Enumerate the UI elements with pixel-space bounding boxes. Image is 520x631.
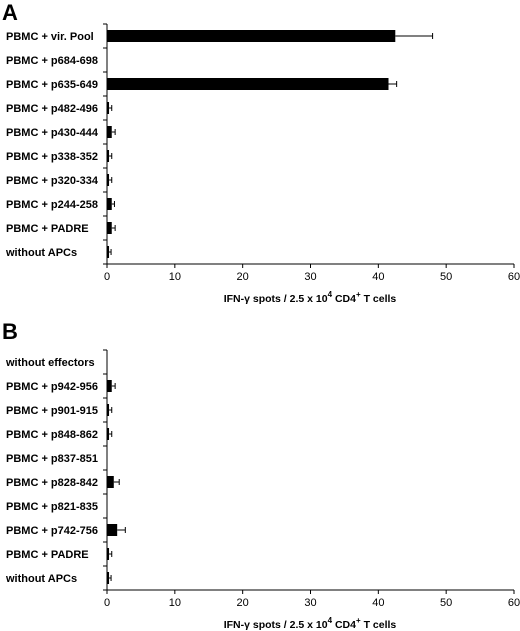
x-axis-label-a-sup: 4	[328, 290, 333, 299]
bar-b	[107, 524, 118, 536]
x-tick-label-a: 40	[372, 271, 384, 283]
x-axis-label-b-mid: CD4	[332, 619, 356, 631]
bar-b	[107, 428, 110, 440]
bar-a	[107, 222, 112, 234]
bar-b	[107, 404, 110, 416]
category-label-a: PBMC + p244-258	[6, 199, 98, 211]
x-axis-label-b: IFN-γ spots / 2.5 x 104 CD4+ T cells	[224, 616, 397, 631]
bar-a	[107, 102, 110, 114]
x-axis-label-a-mid: CD4	[332, 293, 356, 305]
x-tick-label-b: 40	[372, 597, 384, 609]
category-label-a: PBMC + p320-334	[6, 175, 99, 187]
x-tick-label-b: 50	[440, 597, 452, 609]
category-label-b: PBMC + p742-756	[6, 525, 98, 537]
category-label-b: PBMC + p942-956	[6, 381, 98, 393]
panel-label-a: A	[2, 0, 18, 25]
category-label-b: without APCs	[5, 573, 77, 585]
x-tick-label-b: 10	[169, 597, 181, 609]
bar-a	[107, 198, 112, 210]
panel-b: B 0 10 20 30 40 50 60 without effectors PBMC + p…	[2, 319, 520, 631]
category-label-b: PBMC + p848-862	[6, 429, 98, 441]
category-label-b: PBMC + p821-835	[6, 501, 98, 513]
x-axis-label-a-main: IFN-γ spots / 2.5 x 10	[224, 293, 328, 305]
category-label-a: PBMC + vir. Pool	[6, 31, 94, 43]
category-label-b: PBMC + p837-851	[6, 453, 98, 465]
x-axis-label-b-end: T cells	[361, 619, 397, 631]
category-label-a: PBMC + p684-698	[6, 55, 98, 67]
bar-a	[107, 126, 112, 138]
x-tick-label-a: 60	[508, 271, 520, 283]
bar-b	[107, 380, 112, 392]
x-tick-label-b: 60	[508, 597, 520, 609]
panel-label-b: B	[2, 319, 18, 344]
category-label-a: PBMC + p482-496	[6, 103, 98, 115]
category-label-b: PBMC + p901-915	[6, 405, 98, 417]
x-axis-label-b-sup: 4	[328, 616, 333, 625]
category-label-b: without effectors	[5, 357, 95, 369]
x-tick-label-a: 30	[304, 271, 316, 283]
category-label-a: PBMC + PADRE	[6, 223, 89, 235]
bar-b	[107, 476, 114, 488]
category-label-a: PBMC + p338-352	[6, 151, 98, 163]
x-tick-label-a: 0	[104, 271, 110, 283]
bar-a	[107, 174, 110, 186]
bar-a	[107, 78, 389, 90]
bar-b	[107, 548, 110, 560]
x-axis-label-a-sup2: +	[356, 290, 361, 299]
x-axis-label-a: IFN-γ spots / 2.5 x 104 CD4+ T cells	[224, 290, 397, 305]
x-tick-label-a: 20	[237, 271, 249, 283]
bar-a	[107, 246, 110, 258]
panel-a: A 0 10 20 30 40 50 60 PBMC + vir. Pool PBMC + p6…	[2, 0, 520, 305]
x-axis-label-b-main: IFN-γ spots / 2.5 x 10	[224, 619, 328, 631]
category-label-a: without APCs	[5, 247, 77, 259]
category-label-a: PBMC + p635-649	[6, 79, 98, 91]
x-tick-label-b: 20	[237, 597, 249, 609]
bar-b	[107, 572, 110, 584]
bar-a	[107, 30, 396, 42]
category-label-b: PBMC + p828-842	[6, 477, 98, 489]
bar-a	[107, 150, 110, 162]
x-tick-label-b: 0	[104, 597, 110, 609]
category-label-b: PBMC + PADRE	[6, 549, 89, 561]
x-axis-label-a-end: T cells	[361, 293, 397, 305]
x-tick-label-b: 30	[304, 597, 316, 609]
x-tick-label-a: 10	[169, 271, 181, 283]
x-axis-label-b-sup2: +	[356, 616, 361, 625]
x-tick-label-a: 50	[440, 271, 452, 283]
category-label-a: PBMC + p430-444	[6, 127, 99, 139]
